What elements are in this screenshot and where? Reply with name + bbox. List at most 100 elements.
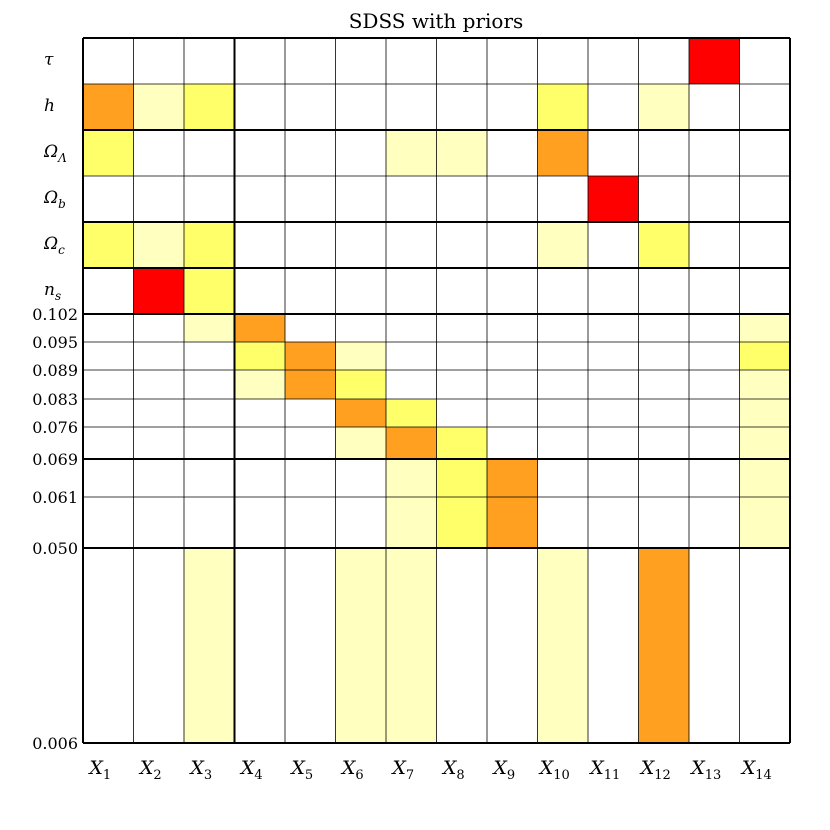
heatmap-cell [386, 459, 437, 497]
heatmap-cell [487, 399, 538, 427]
column-label: X12 [639, 757, 671, 783]
heatmap-cell [689, 84, 740, 130]
heatmap-cell [234, 176, 285, 222]
heatmap-cell [386, 399, 437, 427]
heatmap-cell [487, 370, 538, 399]
heatmap-cell [83, 427, 134, 459]
heatmap-cell [638, 399, 689, 427]
heatmap-cell [335, 342, 386, 370]
heatmap-cell [184, 370, 235, 399]
column-label: X11 [588, 757, 620, 783]
heatmap-cell [133, 459, 184, 497]
heatmap-cell [638, 176, 689, 222]
heatmap-cell [335, 427, 386, 459]
chart-title: SDSS with priors [349, 9, 524, 33]
heatmap-cell [234, 427, 285, 459]
heatmap-cell [436, 176, 487, 222]
heatmap-cell [689, 548, 740, 743]
heatmap-cell [335, 399, 386, 427]
heatmap-cell [184, 427, 235, 459]
heatmap-cell [285, 548, 336, 743]
heatmap-cell [386, 370, 437, 399]
column-label: X1 [87, 757, 111, 783]
heatmap-cell [689, 459, 740, 497]
heatmap-cell [335, 130, 386, 176]
heatmap-cell [689, 497, 740, 548]
heatmap-cell [689, 176, 740, 222]
heatmap-cell [638, 459, 689, 497]
heatmap-cell [739, 399, 790, 427]
heatmap-cell [487, 130, 538, 176]
heatmap-cell [588, 399, 639, 427]
heatmap-cell [83, 548, 134, 743]
heatmap-cell [739, 38, 790, 84]
heatmap-cell [537, 548, 588, 743]
heatmap-cell [335, 84, 386, 130]
heatmap-cell [285, 176, 336, 222]
heatmap-cell [689, 130, 740, 176]
heatmap-cell [739, 84, 790, 130]
heatmap-cell [335, 38, 386, 84]
tick-label: 0.069 [32, 450, 78, 469]
row-label: Ωb [43, 188, 66, 211]
heatmap-cell [638, 268, 689, 314]
row-label: τ [44, 50, 54, 70]
heatmap-cell [234, 130, 285, 176]
heatmap-cell [386, 176, 437, 222]
heatmap-cell [386, 84, 437, 130]
column-label: X9 [491, 757, 515, 783]
heatmap-cell [83, 222, 134, 268]
heatmap-cell [234, 314, 285, 342]
heatmap-cell [487, 427, 538, 459]
heatmap-cell [739, 497, 790, 548]
row-label: h [44, 96, 55, 116]
heatmap-cell [689, 399, 740, 427]
heatmap-cell [638, 342, 689, 370]
heatmap-cell [83, 84, 134, 130]
heatmap-cell [487, 314, 538, 342]
heatmap-cell [436, 399, 487, 427]
heatmap-cell [234, 497, 285, 548]
heatmap-cell [386, 314, 437, 342]
tick-label: 0.089 [32, 361, 78, 380]
heatmap-cell [537, 38, 588, 84]
column-label: X4 [239, 757, 263, 783]
heatmap-cell [537, 130, 588, 176]
heatmap-cell [133, 38, 184, 84]
heatmap-cell [335, 370, 386, 399]
heatmap-cell [133, 130, 184, 176]
heatmap-cell [588, 314, 639, 342]
heatmap-cell [285, 222, 336, 268]
heatmap-cell [133, 342, 184, 370]
heatmap-cell [133, 370, 184, 399]
heatmap-cell [588, 459, 639, 497]
heatmap-cell [588, 268, 639, 314]
heatmap-cell [184, 38, 235, 84]
heatmap-cell [234, 84, 285, 130]
row-label: ΩΛ [43, 142, 67, 165]
heatmap-cell [537, 222, 588, 268]
column-label: X13 [689, 757, 721, 783]
heatmap-cell [133, 268, 184, 314]
heatmap-cell [285, 497, 336, 548]
heatmap-cell [184, 176, 235, 222]
heatmap-cell [436, 459, 487, 497]
heatmap-cell [689, 222, 740, 268]
heatmap-cell [83, 342, 134, 370]
heatmap-cell [537, 342, 588, 370]
heatmap-cell [133, 548, 184, 743]
heatmap-cell [487, 268, 538, 314]
heatmap-cell [537, 314, 588, 342]
heatmap-cell [588, 130, 639, 176]
heatmap-cell [638, 84, 689, 130]
heatmap-cell [133, 427, 184, 459]
heatmap-cell [739, 176, 790, 222]
heatmap-cell [537, 84, 588, 130]
heatmap-cell [234, 459, 285, 497]
heatmap-cell [386, 268, 437, 314]
heatmap-cell [184, 342, 235, 370]
heatmap-cell [588, 370, 639, 399]
heatmap-cell [436, 548, 487, 743]
heatmap-cell [689, 427, 740, 459]
heatmap-cell [436, 427, 487, 459]
